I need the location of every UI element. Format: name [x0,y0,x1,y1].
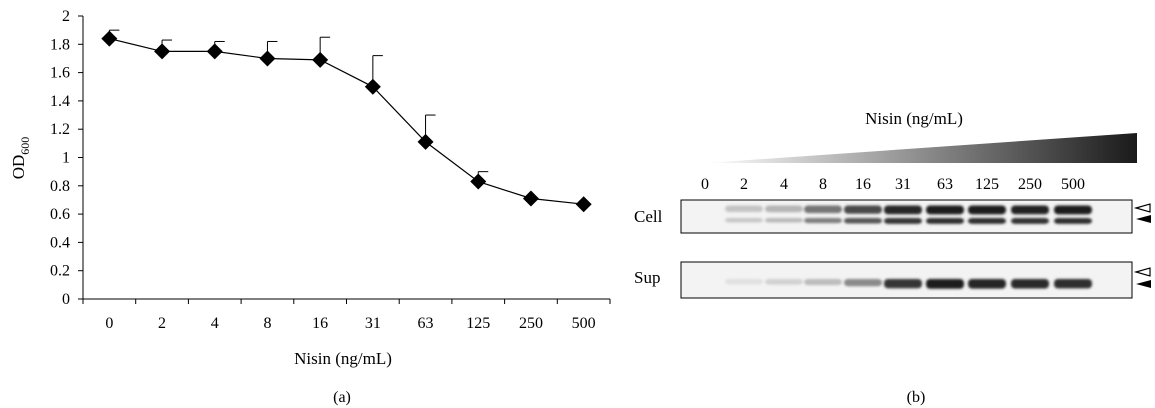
x-tick-label: 0 [105,315,113,332]
cell-band-lower [844,218,882,224]
y-tick-label: 0.8 [50,178,70,195]
sup-bands [725,279,1092,289]
x-tick-labels: 0 2 4 8 16 31 63 125 250 500 [105,315,595,332]
cell-band-upper [968,205,1006,215]
sup-band [725,279,763,285]
open-arrow-icon [1133,203,1151,213]
sup-band [1054,279,1092,289]
filled-arrow-icon [1136,215,1151,223]
data-points [101,30,592,213]
sup-band [1011,279,1049,289]
y-tick-label: 0 [62,291,70,308]
cell-band-lower [765,218,803,223]
cell-band-upper [926,205,964,215]
cell-band-upper [1011,205,1049,215]
cell-band-upper [844,205,882,214]
chart-axes [78,15,611,304]
cell-band-upper [884,205,922,215]
cell-band-lower [884,218,922,224]
arrow-markers [1133,203,1151,288]
cell-band-upper [725,205,763,213]
y-axis-label: OD600 [9,137,32,180]
y-tick-label: 0.4 [50,234,70,251]
row-label-sup: Sup [634,268,660,287]
x-tick-label: 500 [572,315,596,332]
panel-label-a: (a) [333,389,351,406]
western-blot-panel: Nisin (ng/mL) 0 2 4 8 16 31 63 125 250 500 Cell S… [634,109,1151,406]
lane-label: 125 [975,176,999,193]
lane-label: 63 [937,176,953,193]
data-point-diamond [312,51,329,68]
data-point-diamond [522,190,539,207]
y-tick-label: 1 [62,150,70,167]
data-point-diamond [364,78,381,95]
sup-band [804,279,842,286]
data-point-diamond [417,133,434,150]
x-tick-label: 8 [263,315,271,332]
y-axis-label-main: OD [9,155,28,180]
lane-label: 500 [1061,176,1085,193]
sup-band [884,279,922,289]
lane-label: 0 [701,176,709,193]
y-tick-label: 0.2 [50,263,70,280]
cell-band-lower [926,218,964,224]
blot-title: Nisin (ng/mL) [865,109,963,128]
x-tick-label: 2 [158,315,166,332]
row-label-cell: Cell [634,207,663,226]
data-point-diamond [154,43,171,60]
y-tick-label: 1.6 [50,65,70,82]
lane-label: 2 [740,176,748,193]
x-tick-label: 16 [312,315,328,332]
y-tick-labels: 0 0.2 0.4 0.6 0.8 1 1.2 1.4 1.6 1.8 2 [50,8,70,308]
lane-label: 250 [1018,176,1042,193]
series-line [109,38,584,205]
data-point-diamond [575,196,592,213]
cell-band-upper [804,205,842,214]
data-point-diamond [101,30,118,47]
sup-band [968,279,1006,289]
cell-band-lower [968,218,1006,224]
filled-arrow-icon [1136,280,1151,288]
x-axis-label: Nisin (ng/mL) [294,349,392,368]
lane-label: 31 [895,176,911,193]
y-axis-label-subscript: 600 [18,137,32,155]
y-tick-label: 0.6 [50,206,70,223]
x-tick-label: 125 [466,315,490,332]
cell-band-lower [804,218,842,224]
lane-label: 16 [855,176,871,193]
lane-labels: 0 2 4 8 16 31 63 125 250 500 [701,176,1085,193]
x-tick-label: 250 [519,315,543,332]
sup-band [844,279,882,287]
lane-label: 4 [780,176,788,193]
y-tick-label: 1.8 [50,36,70,53]
cell-band-lower [1054,218,1092,224]
x-tick-label: 4 [211,315,219,332]
y-tick-label: 2 [62,8,70,25]
data-point-diamond [259,50,276,67]
x-tick-label: 31 [365,315,381,332]
cell-band-upper [765,205,803,213]
cell-band-lower [1011,218,1049,224]
sup-band [765,279,803,285]
sup-band [926,279,964,289]
x-tick-label: 63 [418,315,434,332]
data-point-diamond [470,173,487,190]
data-point-diamond [206,43,223,60]
open-arrow-icon [1133,267,1151,277]
concentration-wedge [706,133,1137,163]
y-tick-label: 1.2 [50,121,70,138]
od600-line-chart: 0 0.2 0.4 0.6 0.8 1 1.2 1.4 1.6 1.8 2 0 2 4 8 16 31 63 12… [9,8,611,406]
y-tick-label: 1.4 [50,93,70,110]
lane-label: 8 [819,176,827,193]
cell-blot-frame [680,199,1133,234]
cell-bands [725,205,1092,224]
cell-band-upper [1054,205,1092,215]
panel-label-b: (b) [907,389,926,406]
cell-band-lower [725,218,763,223]
